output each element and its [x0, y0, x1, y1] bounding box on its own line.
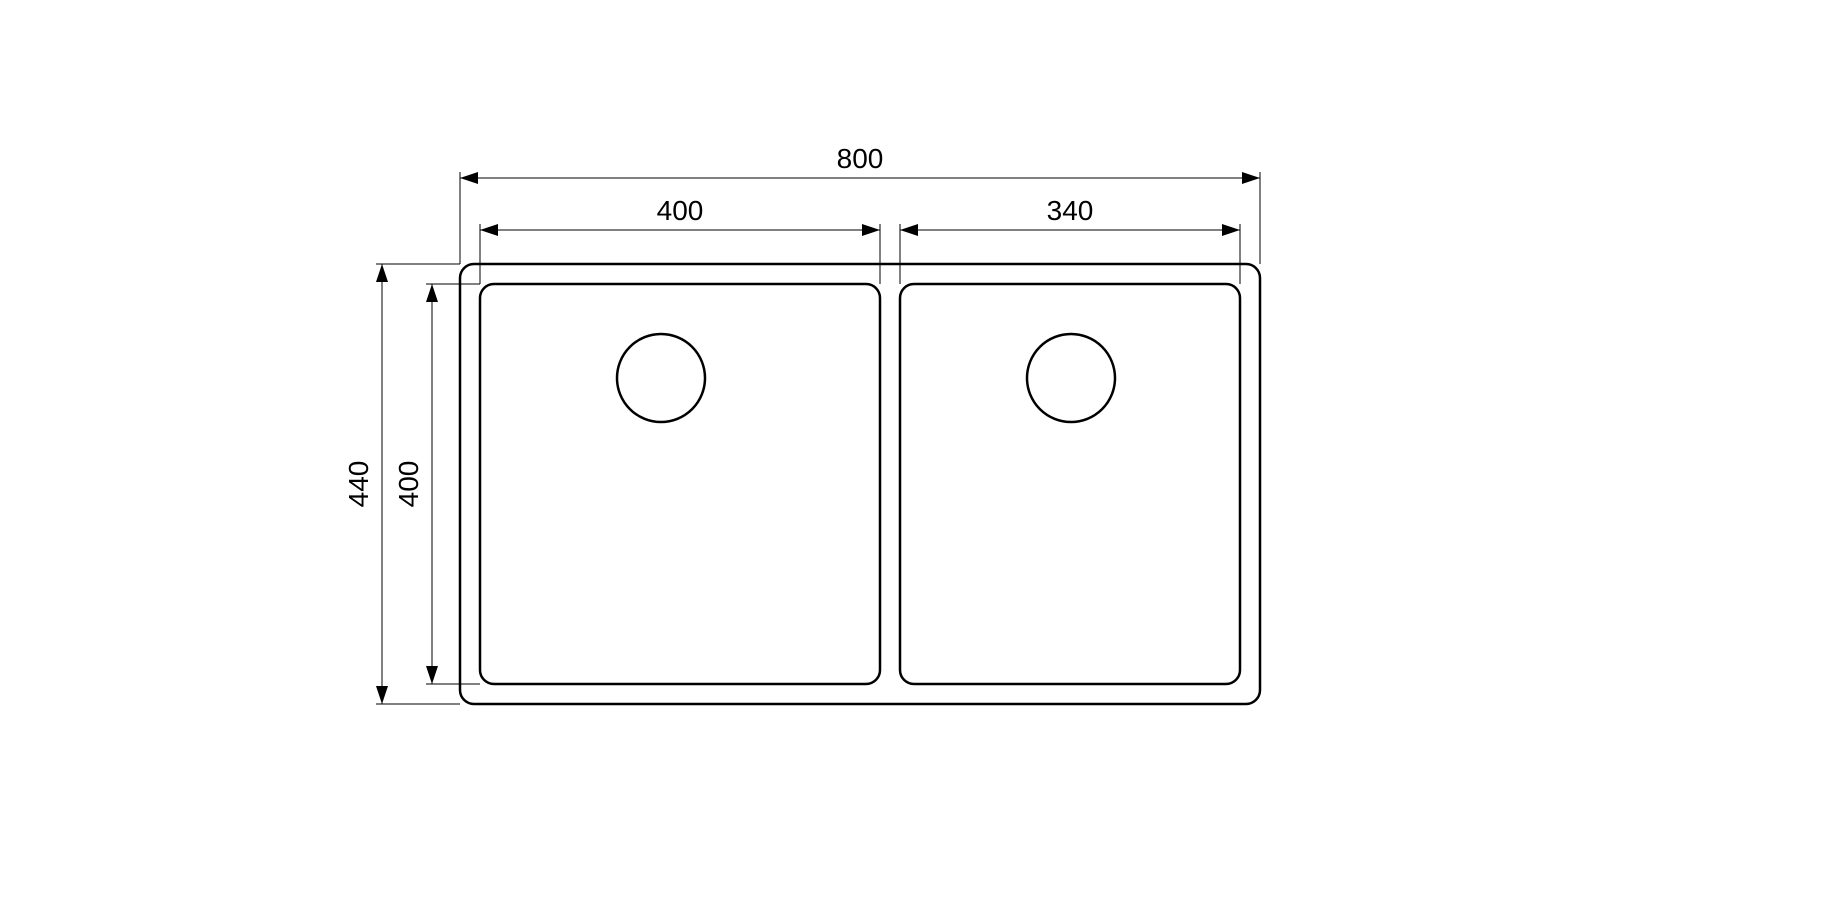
svg-text:400: 400 [393, 461, 424, 508]
svg-text:340: 340 [1047, 195, 1094, 226]
svg-text:800: 800 [837, 143, 884, 174]
svg-text:400: 400 [657, 195, 704, 226]
svg-text:440: 440 [343, 461, 374, 508]
